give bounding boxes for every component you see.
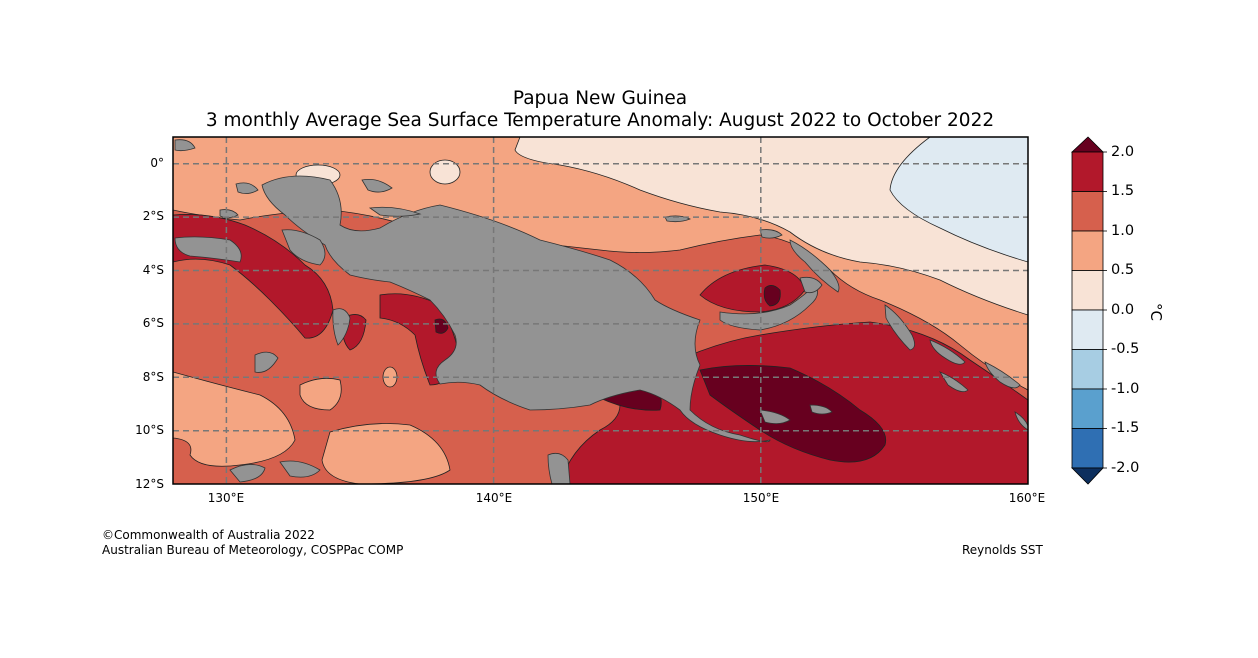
anomaly-gt-2.0-region	[699, 365, 887, 463]
lat-label: 12°S	[135, 477, 164, 491]
colorbar-label: -1.0	[1111, 381, 1140, 397]
lat-label: 8°S	[142, 370, 164, 384]
copyright-text: ©Commonwealth of Australia 2022	[102, 528, 315, 542]
map-title: Papua New Guinea	[512, 88, 688, 109]
bougainville-land	[884, 304, 915, 351]
data-source-text: Reynolds SST	[962, 543, 1043, 557]
lon-label: 130°E	[207, 491, 245, 505]
lat-label: 6°S	[142, 316, 164, 330]
colorbar-label: 1.5	[1111, 183, 1135, 199]
map-frame	[172, 136, 1029, 485]
lat-label: 10°S	[135, 423, 164, 437]
lon-label: 140°E	[475, 491, 513, 505]
new-guinea-land	[261, 175, 771, 443]
anomaly-minus0.5-0.0-region	[889, 137, 1028, 263]
colorbar-unit: °C	[1146, 303, 1165, 321]
agency-text: Australian Bureau of Meteorology, COSPPa…	[102, 543, 404, 557]
colorbar-label: 2.0	[1111, 144, 1135, 160]
lat-label: 0°	[150, 156, 164, 170]
lat-label: 2°S	[142, 209, 164, 223]
colorbar-label: -1.5	[1111, 420, 1140, 436]
lon-label: 160°E	[1008, 491, 1046, 505]
graticule	[173, 137, 1028, 484]
anomaly-0.0-0.5-patch	[429, 159, 461, 185]
colorbar-label: 0.5	[1111, 262, 1135, 278]
map-subtitle: 3 monthly Average Sea Surface Temperatur…	[205, 110, 995, 131]
colorbar-label: 1.0	[1111, 223, 1135, 239]
new-ireland-land	[789, 239, 840, 293]
colorbar-label: 0.0	[1111, 302, 1135, 318]
colorbar-label: -2.0	[1111, 460, 1140, 476]
lat-label: 4°S	[142, 263, 164, 277]
colorbar	[1070, 136, 1107, 485]
new-britain-land	[719, 284, 818, 331]
colorbar-label: -0.5	[1111, 341, 1140, 357]
anomaly-0.5-1.0-southwest	[173, 371, 296, 467]
colorbar-min-arrow	[1071, 467, 1104, 485]
colorbar-max-arrow	[1070, 136, 1104, 153]
lon-label: 150°E	[742, 491, 780, 505]
